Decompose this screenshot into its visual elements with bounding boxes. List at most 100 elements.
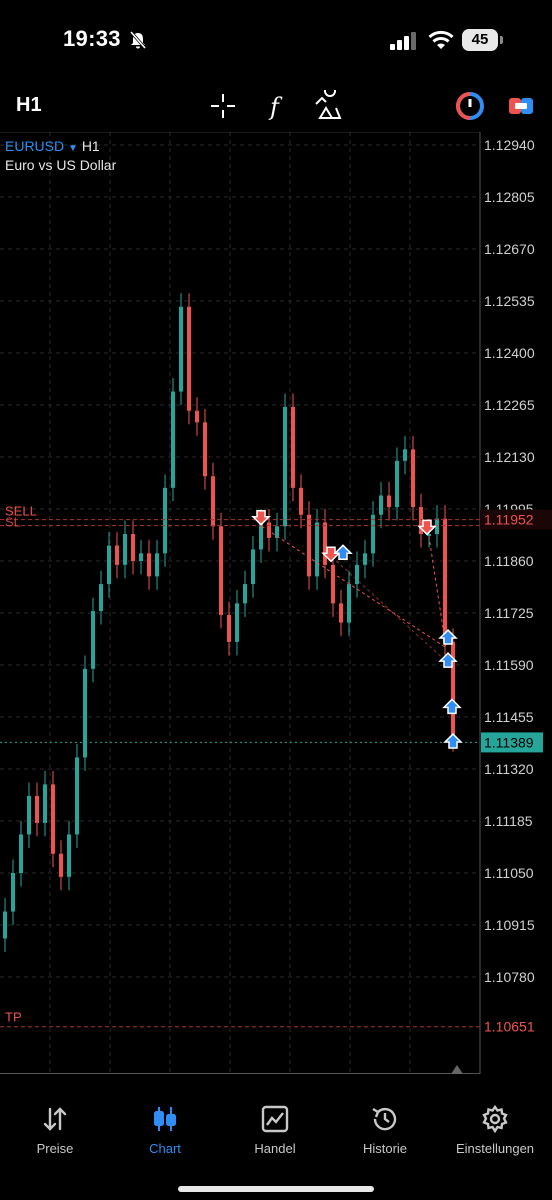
candle-bull bbox=[235, 603, 239, 642]
function-icon[interactable]: f bbox=[262, 90, 294, 122]
chart-symbol-row[interactable]: EURUSD ▼ H1 bbox=[5, 138, 100, 154]
chart-canvas[interactable]: 1.12940 1.12805 1.12670 1.12535 1.12400 1.122… bbox=[0, 132, 552, 1074]
status-bar: 19:33 45 bbox=[0, 0, 552, 80]
battery-cap bbox=[500, 36, 503, 44]
candle-bear bbox=[291, 406, 295, 488]
candle-bear bbox=[131, 534, 135, 561]
battery-icon: 45 bbox=[462, 29, 498, 51]
trade-icon bbox=[261, 1105, 289, 1133]
objects-icon[interactable] bbox=[312, 90, 344, 122]
trade-levels-icon[interactable] bbox=[505, 90, 537, 122]
candle-bull bbox=[67, 834, 71, 877]
nav-label-preise: Preise bbox=[36, 1141, 74, 1156]
trade-connector-line bbox=[261, 525, 447, 649]
candle-bear bbox=[219, 526, 223, 615]
candle-bear bbox=[187, 306, 191, 411]
price-tick-label: 1.11860 bbox=[484, 553, 534, 569]
nav-label-handel: Handel bbox=[254, 1141, 296, 1156]
symbol-dropdown-icon[interactable]: ▼ bbox=[68, 143, 78, 154]
candle-bear bbox=[331, 564, 335, 604]
candle-bear bbox=[411, 449, 415, 508]
candle-bull bbox=[395, 460, 399, 508]
price-tick-label: 1.11050 bbox=[484, 865, 534, 881]
candle-bear bbox=[203, 422, 207, 477]
candle-bull bbox=[427, 534, 431, 537]
sell-price-label: 1.11952 bbox=[484, 512, 534, 528]
candle-bear bbox=[267, 522, 271, 538]
candle-bull bbox=[283, 406, 287, 527]
candle-bull bbox=[155, 553, 159, 577]
candle-bull bbox=[83, 668, 87, 758]
chart-symbol[interactable]: EURUSD bbox=[5, 138, 65, 154]
current-price-label: 1.11389 bbox=[484, 734, 534, 750]
chart-description: Euro vs US Dollar bbox=[5, 157, 117, 173]
chart-toolbar: H1 f bbox=[0, 80, 552, 132]
candle-bull bbox=[259, 522, 263, 550]
nav-item-historie[interactable]: Historie bbox=[330, 1104, 440, 1156]
wifi-icon bbox=[428, 30, 454, 49]
candle-bull bbox=[435, 518, 439, 535]
status-time: 19:33 bbox=[63, 26, 121, 51]
trade-connector-line bbox=[427, 530, 447, 648]
candle-bear bbox=[211, 476, 215, 527]
bottom-navigation: Preise Chart Handel Historie bbox=[0, 1094, 552, 1200]
price-tick-label: 1.11455 bbox=[484, 709, 534, 725]
home-indicator bbox=[178, 1186, 374, 1192]
price-tick-label: 1.12265 bbox=[484, 397, 535, 413]
nav-label-einstellungen: Einstellungen bbox=[455, 1141, 535, 1156]
price-tick-label: 1.12130 bbox=[484, 449, 535, 465]
candle-bull bbox=[19, 834, 23, 873]
candle-bull bbox=[163, 487, 167, 554]
one-click-trading-icon[interactable] bbox=[454, 90, 486, 122]
candle-bull bbox=[251, 549, 255, 585]
candle-bull bbox=[139, 553, 143, 561]
price-tick-label: 1.11725 bbox=[484, 605, 534, 621]
candle-bear bbox=[419, 507, 423, 535]
candle-bull bbox=[347, 584, 351, 623]
gear-icon bbox=[482, 1104, 508, 1134]
buy-arrow-icon bbox=[333, 544, 353, 561]
silent-bell-icon bbox=[129, 31, 147, 49]
candle-bull bbox=[315, 522, 319, 577]
sell-arrow-icon bbox=[251, 509, 271, 526]
price-tick-label: 1.11185 bbox=[484, 813, 533, 829]
price-tick-label: 1.12670 bbox=[484, 241, 535, 257]
candle-bull bbox=[355, 564, 359, 585]
price-tick-label: 1.12400 bbox=[484, 345, 535, 361]
trade-connector-line bbox=[331, 556, 447, 662]
price-tick-label: 1.11590 bbox=[484, 657, 534, 673]
nav-item-handel[interactable]: Handel bbox=[220, 1104, 330, 1156]
buy-arrow-icon bbox=[438, 652, 458, 668]
svg-text:f: f bbox=[268, 93, 283, 121]
candle-bull bbox=[243, 584, 247, 604]
crosshair-icon[interactable] bbox=[207, 90, 239, 122]
timeframe-button[interactable]: H1 bbox=[16, 94, 42, 116]
price-chart[interactable]: 1.12940 1.12805 1.12670 1.12535 1.12400 1.122… bbox=[0, 132, 552, 1074]
candle-bear bbox=[115, 545, 119, 565]
candle-bull bbox=[403, 449, 407, 461]
nav-item-chart[interactable]: Chart bbox=[110, 1104, 220, 1156]
candle-bear bbox=[451, 641, 455, 739]
candle-bull bbox=[43, 784, 47, 823]
price-tick-label: 1.11320 bbox=[484, 761, 534, 777]
history-icon bbox=[372, 1107, 397, 1131]
candle-bear bbox=[59, 853, 63, 877]
candle-bull bbox=[3, 911, 7, 939]
cellular-signal-icon bbox=[390, 32, 416, 50]
price-tick-label: 1.12940 bbox=[484, 137, 535, 153]
current-price-badge bbox=[481, 732, 543, 753]
candle-bull bbox=[75, 757, 79, 835]
price-tick-label: 1.10780 bbox=[484, 969, 535, 985]
candle-bear bbox=[195, 410, 199, 423]
candle-bear bbox=[147, 553, 151, 577]
candle-bull bbox=[27, 795, 31, 835]
candle-bull bbox=[379, 495, 383, 515]
nav-item-einstellungen[interactable]: Einstellungen bbox=[440, 1104, 550, 1156]
candle-bear bbox=[323, 522, 327, 565]
nav-item-preise[interactable]: Preise bbox=[0, 1104, 110, 1156]
price-tick-label: 1.12535 bbox=[484, 293, 535, 309]
sl-line-label: SL bbox=[5, 515, 21, 530]
sell-line-label: SELL bbox=[5, 504, 37, 519]
nav-label-historie: Historie bbox=[362, 1141, 408, 1156]
candle-bear bbox=[387, 495, 391, 508]
